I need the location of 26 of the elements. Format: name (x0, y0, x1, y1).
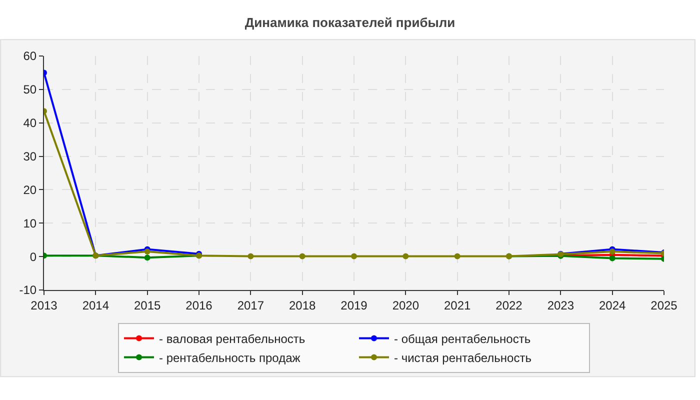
y-tick-label: -10 (19, 283, 37, 298)
x-tick-label: 2019 (340, 298, 368, 312)
y-tick-label: 10 (23, 216, 37, 230)
x-tick-label: 2020 (392, 298, 420, 312)
legend-label: - рентабельность продаж (159, 350, 300, 365)
y-tick-label: 40 (23, 116, 37, 130)
y-tick-label: 20 (23, 182, 37, 197)
y-tick-label: 50 (23, 82, 37, 97)
legend-label: - валовая рентабельность (159, 332, 306, 346)
x-tick-label: 2021 (444, 298, 471, 312)
x-tick-label: 2017 (237, 298, 264, 312)
y-tick-label: 0 (30, 250, 37, 264)
x-tick-label: 2014 (82, 298, 110, 312)
x-tick-label: 2024 (598, 298, 626, 312)
x-tick-label: 2016 (186, 298, 213, 312)
chart-title: Динамика показателей прибыли (244, 15, 456, 30)
x-tick-label: 2013 (30, 298, 58, 312)
x-tick-label: 2015 (134, 298, 161, 312)
y-tick-label: 60 (23, 49, 37, 64)
legend-label: - чистая рентабельность (394, 350, 532, 365)
x-tick-label: 2022 (496, 298, 523, 312)
x-tick-label: 2023 (547, 298, 574, 312)
legend-label: - общая рентабельность (394, 332, 531, 346)
x-tick-label: 2025 (650, 298, 678, 312)
x-tick-label: 2018 (288, 298, 316, 312)
y-tick-label: 30 (23, 149, 37, 164)
